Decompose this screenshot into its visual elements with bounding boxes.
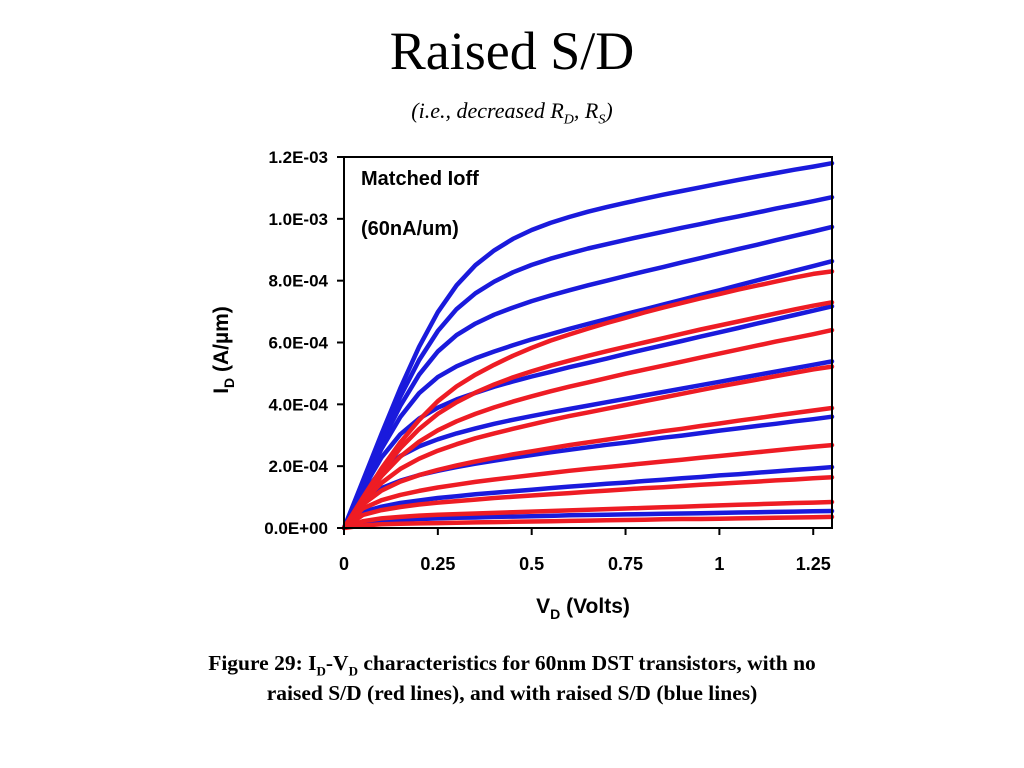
- red-series-line-12: [341, 364, 835, 531]
- caption-sub-1: D: [316, 663, 326, 679]
- x-tick-label-3: 0.75: [608, 554, 643, 574]
- blue-series-line-1: [341, 194, 835, 531]
- y-axis-label-sub: D: [221, 378, 237, 388]
- red-series-line-13: [341, 405, 835, 531]
- subtitle-sub-d: D: [563, 112, 574, 128]
- id-vd-chart: 0.0E+00 2.0E-04 4.0E-04 6.0E-04 8.0E-04 1.0E-…: [210, 148, 835, 622]
- red-series-line-16: [341, 499, 835, 531]
- red-series-line-10: [341, 300, 835, 531]
- slide-subtitle: (i.e., decreased RD, RS): [0, 98, 1024, 128]
- series-layer: [341, 160, 835, 531]
- slide-title: Raised S/D: [389, 21, 635, 81]
- blue-series-line-2: [341, 224, 835, 531]
- red-series-line-9: [341, 269, 835, 531]
- y-tick-label-0: 0.0E+00: [264, 519, 328, 538]
- x-axis-label-sub: D: [550, 606, 560, 622]
- blue-series-line-5: [341, 359, 835, 531]
- y-tick-label-4: 8.0E-04: [268, 272, 328, 291]
- blue-series-line-3: [341, 258, 835, 531]
- y-tick-label-5: 1.0E-03: [268, 210, 328, 229]
- subtitle-prefix: (i.e., decreased R: [411, 98, 564, 123]
- red-series-line-17: [341, 514, 835, 531]
- x-tick-label-2: 0.5: [519, 554, 544, 574]
- y-tick-label-1: 2.0E-04: [268, 457, 328, 476]
- y-axis-label: ID (A/µm): [210, 306, 237, 394]
- caption-part-3: characteristics for 60nm DST transistors…: [266, 651, 816, 706]
- x-axis-label-main: V: [536, 595, 550, 618]
- y-axis-label-main: I: [210, 388, 233, 394]
- subtitle-suffix: ): [605, 98, 613, 123]
- x-tick-label-0: 0: [339, 554, 349, 574]
- x-tick-label-4: 1: [714, 554, 724, 574]
- caption-part-2: -V: [325, 651, 349, 675]
- figure-caption: Figure 29: ID-VD characteristics for 60n…: [200, 650, 824, 708]
- red-series-line-11: [341, 327, 835, 531]
- x-axis-label: VD (Volts): [536, 595, 630, 622]
- subtitle-sub-s: S: [598, 112, 606, 128]
- red-series-line-14: [341, 442, 835, 531]
- y-axis-label-unit: (A/µm): [210, 306, 233, 378]
- annotation-ioff-value: (60nA/um): [361, 218, 459, 240]
- y-tick-label-3: 6.0E-04: [268, 334, 328, 353]
- blue-series-line-0: [341, 160, 835, 531]
- x-axis-label-unit: (Volts): [560, 595, 630, 618]
- blue-series-line-8: [341, 508, 835, 531]
- y-tick-label-6: 1.2E-03: [268, 148, 328, 167]
- blue-series-line-7: [341, 464, 835, 531]
- red-series-line-15: [341, 475, 835, 531]
- caption-part-1: Figure 29: I: [208, 651, 317, 675]
- caption-sub-2: D: [348, 663, 358, 679]
- ticks-layer: 0.0E+00 2.0E-04 4.0E-04 6.0E-04 8.0E-04 1.0E-…: [264, 148, 831, 574]
- subtitle-mid: , R: [573, 98, 599, 123]
- y-tick-label-2: 4.0E-04: [268, 395, 328, 414]
- x-tick-label-5: 1.25: [796, 554, 831, 574]
- annotation-matched-ioff: Matched Ioff: [361, 168, 479, 190]
- x-tick-label-1: 0.25: [420, 554, 455, 574]
